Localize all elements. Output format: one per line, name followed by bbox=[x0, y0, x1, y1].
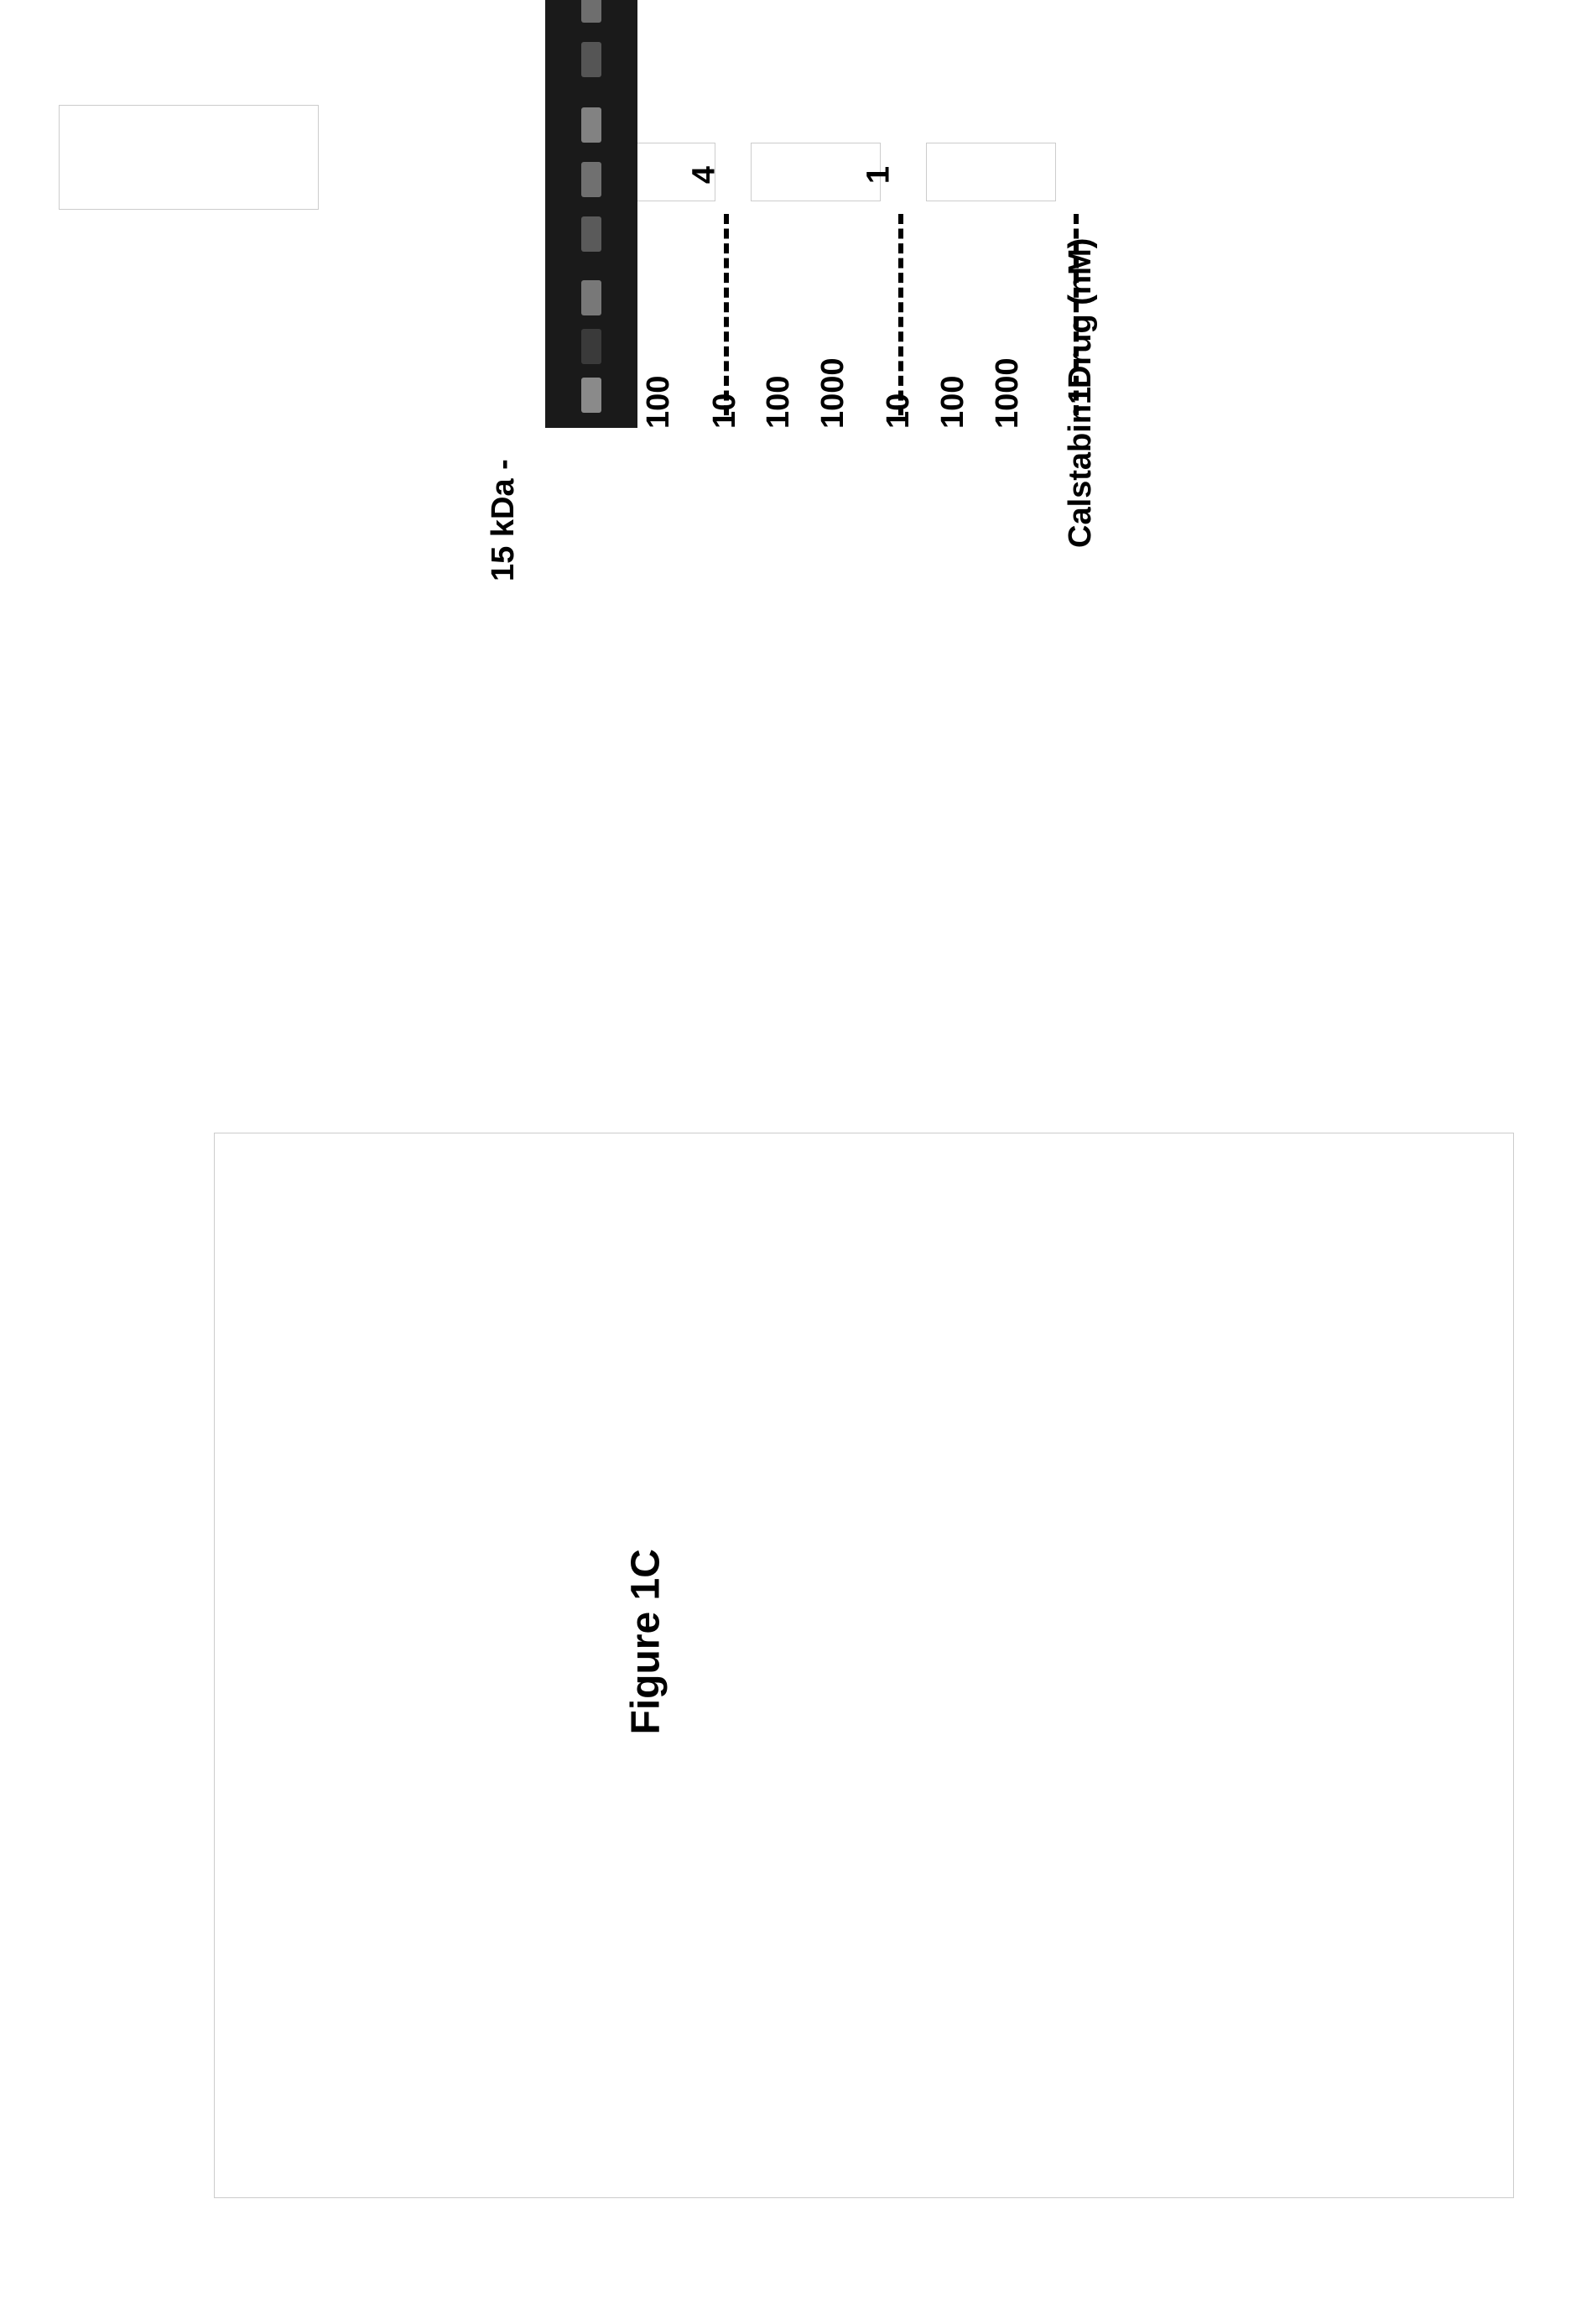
protein-label: Calstabin1 bbox=[1063, 387, 1099, 548]
band-neg bbox=[581, 329, 601, 364]
band-pos bbox=[581, 378, 601, 413]
top-blank-box bbox=[59, 105, 319, 210]
group-divider-2 bbox=[898, 214, 903, 415]
band-1-100 bbox=[581, 0, 601, 23]
lane-label-1-10: 10 bbox=[881, 393, 917, 429]
drug-axis-label: Drug (nM) bbox=[1063, 238, 1099, 388]
lane-label-1-100: 100 bbox=[935, 376, 971, 429]
band-1-10 bbox=[581, 42, 601, 77]
lane-label-4-100: 100 bbox=[761, 376, 797, 429]
group-label-1: 1 bbox=[861, 159, 897, 192]
lane-label-36-100: 100 bbox=[641, 376, 677, 429]
group-label-4: 4 bbox=[687, 159, 723, 192]
figure-panel: 36 4 1 Pos Neg 100 10 100 1000 10 100 10… bbox=[327, 101, 1334, 1107]
lane-label-1-1000: 1000 bbox=[990, 357, 1026, 429]
band-4-10 bbox=[581, 216, 601, 252]
band-36-100 bbox=[581, 280, 601, 315]
mw-marker-label: 15 kDa - bbox=[486, 459, 522, 581]
figure-caption: Figure 1C bbox=[623, 1549, 669, 1734]
main-blank-box bbox=[214, 1133, 1514, 2198]
western-blot-gel bbox=[545, 0, 637, 428]
band-4-100 bbox=[581, 162, 601, 197]
lane-label-4-10: 10 bbox=[707, 393, 743, 429]
group-divider-1 bbox=[724, 214, 729, 415]
band-4-1000 bbox=[581, 107, 601, 143]
lane-label-4-1000: 1000 bbox=[815, 357, 851, 429]
group-1-box bbox=[926, 143, 1056, 201]
